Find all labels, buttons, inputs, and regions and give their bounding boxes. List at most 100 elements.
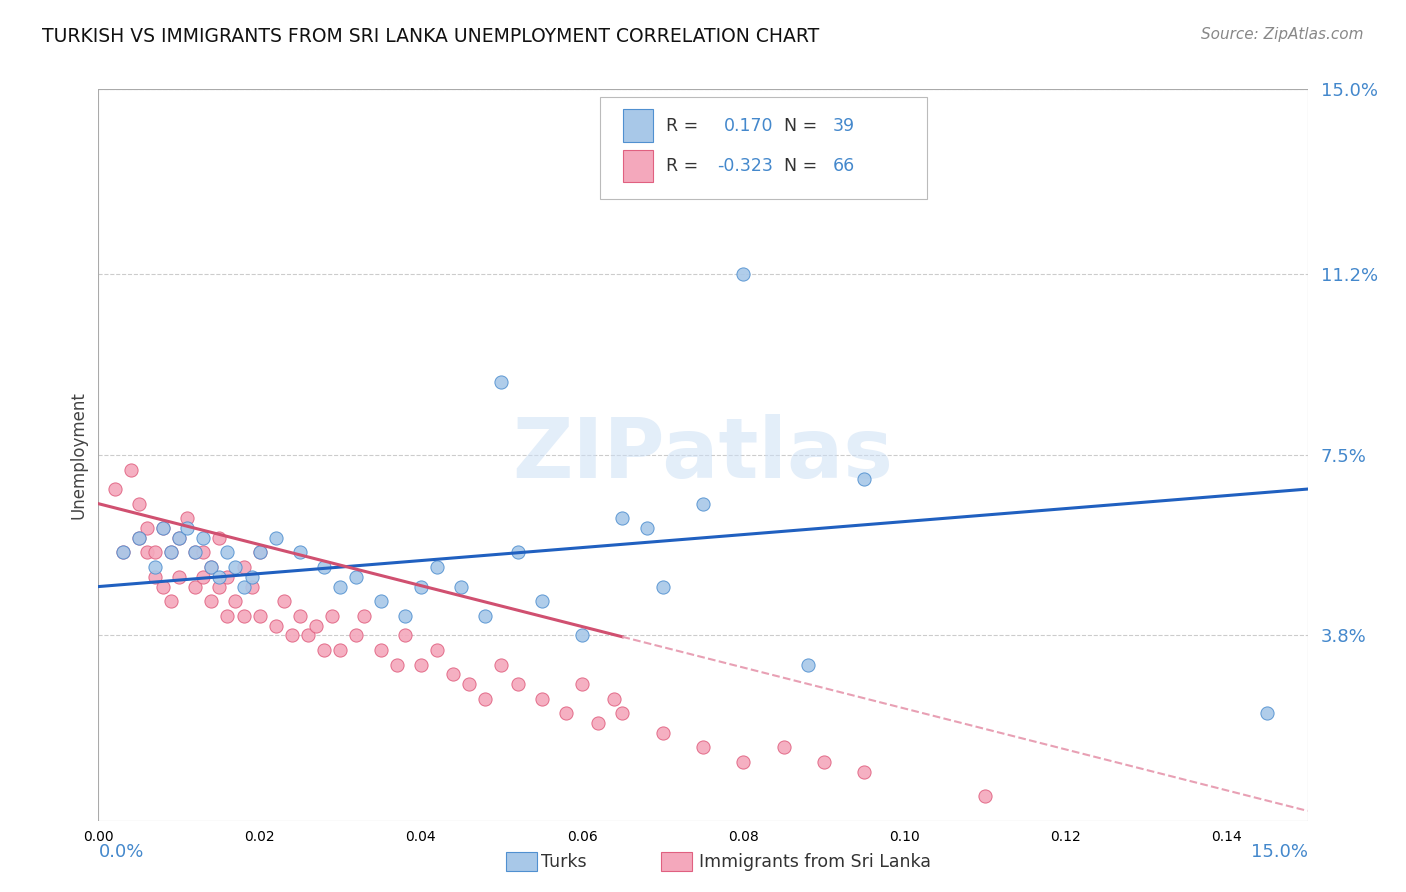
- Point: [224, 560, 246, 574]
- Point: [232, 608, 254, 623]
- Point: [143, 545, 166, 559]
- Text: R =: R =: [665, 157, 703, 175]
- Point: [135, 521, 157, 535]
- Y-axis label: Unemployment: Unemployment: [69, 391, 87, 519]
- Point: [288, 545, 311, 559]
- Point: [530, 691, 553, 706]
- Point: [314, 560, 336, 574]
- Point: [692, 740, 714, 755]
- Point: [409, 580, 432, 594]
- Point: [111, 545, 134, 559]
- Point: [506, 677, 529, 691]
- Point: [240, 580, 263, 594]
- Text: 0.0%: 0.0%: [98, 843, 143, 861]
- Point: [103, 482, 125, 496]
- Text: Immigrants from Sri Lanka: Immigrants from Sri Lanka: [699, 853, 931, 871]
- Point: [530, 594, 553, 608]
- Point: [555, 706, 578, 721]
- Point: [143, 570, 166, 584]
- Point: [491, 375, 513, 389]
- Point: [344, 570, 367, 584]
- Point: [167, 531, 190, 545]
- Point: [208, 580, 231, 594]
- Point: [586, 716, 609, 731]
- Point: [232, 560, 254, 574]
- Point: [506, 545, 529, 559]
- Bar: [623, 110, 654, 142]
- Point: [208, 570, 231, 584]
- Point: [264, 618, 287, 632]
- Point: [264, 531, 287, 545]
- Point: [200, 594, 222, 608]
- Point: [249, 608, 271, 623]
- Text: N =: N =: [785, 157, 823, 175]
- Point: [603, 691, 626, 706]
- Text: N =: N =: [785, 117, 823, 135]
- Point: [450, 580, 472, 594]
- Point: [426, 643, 449, 657]
- Point: [733, 755, 755, 769]
- Point: [474, 608, 496, 623]
- Bar: [623, 150, 654, 183]
- Point: [143, 560, 166, 574]
- Point: [120, 462, 142, 476]
- Point: [853, 764, 876, 779]
- Point: [176, 521, 198, 535]
- Point: [612, 706, 634, 721]
- Point: [160, 594, 183, 608]
- Point: [184, 580, 207, 594]
- Point: [281, 628, 304, 642]
- Point: [208, 531, 231, 545]
- Point: [329, 580, 352, 594]
- FancyBboxPatch shape: [600, 96, 927, 199]
- Point: [111, 545, 134, 559]
- Point: [200, 560, 222, 574]
- Point: [152, 580, 174, 594]
- Point: [184, 545, 207, 559]
- Point: [651, 726, 673, 740]
- Text: Source: ZipAtlas.com: Source: ZipAtlas.com: [1201, 27, 1364, 42]
- Point: [193, 570, 215, 584]
- Text: Turks: Turks: [541, 853, 586, 871]
- Point: [370, 643, 392, 657]
- Point: [636, 521, 658, 535]
- Point: [974, 789, 997, 804]
- Point: [394, 628, 416, 642]
- Point: [305, 618, 328, 632]
- Point: [167, 570, 190, 584]
- Point: [152, 521, 174, 535]
- Point: [321, 608, 343, 623]
- Point: [441, 667, 464, 681]
- Point: [167, 531, 190, 545]
- Point: [394, 608, 416, 623]
- Point: [385, 657, 408, 672]
- Point: [240, 570, 263, 584]
- Point: [217, 608, 239, 623]
- Point: [651, 580, 673, 594]
- Text: ZIPatlas: ZIPatlas: [513, 415, 893, 495]
- Point: [813, 755, 835, 769]
- Point: [128, 531, 150, 545]
- Point: [152, 521, 174, 535]
- Point: [273, 594, 295, 608]
- Point: [353, 608, 375, 623]
- Point: [232, 580, 254, 594]
- Point: [297, 628, 319, 642]
- Point: [491, 657, 513, 672]
- Text: 0.170: 0.170: [724, 117, 773, 135]
- Point: [571, 677, 593, 691]
- Text: 39: 39: [832, 117, 855, 135]
- Point: [193, 531, 215, 545]
- Point: [135, 545, 157, 559]
- Point: [217, 545, 239, 559]
- Point: [314, 643, 336, 657]
- Point: [128, 531, 150, 545]
- Point: [612, 511, 634, 525]
- Point: [458, 677, 481, 691]
- Point: [249, 545, 271, 559]
- Point: [160, 545, 183, 559]
- Point: [176, 511, 198, 525]
- Point: [344, 628, 367, 642]
- Point: [426, 560, 449, 574]
- Point: [370, 594, 392, 608]
